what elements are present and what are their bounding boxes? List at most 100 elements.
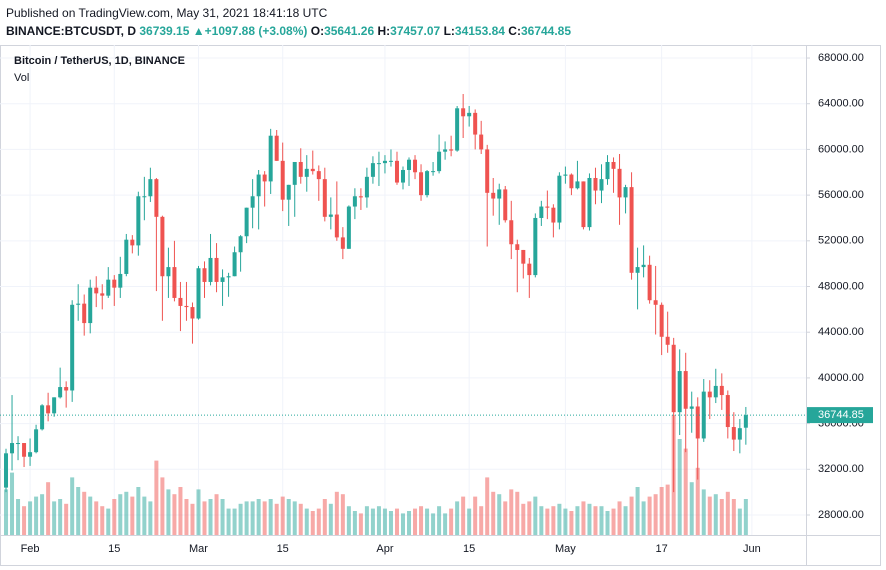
candle-body bbox=[124, 239, 129, 274]
y-tick-label: 64000.00 bbox=[818, 98, 864, 110]
candle-body bbox=[4, 453, 9, 488]
volume-bar bbox=[635, 487, 640, 535]
candle-body bbox=[743, 415, 748, 428]
candle-body bbox=[443, 149, 448, 152]
candle-body bbox=[352, 196, 357, 207]
y-tick-label: 32000.00 bbox=[818, 463, 864, 475]
volume-bar bbox=[545, 508, 550, 535]
candle-body bbox=[136, 196, 141, 246]
x-tick-label: Mar bbox=[189, 543, 208, 555]
candle-body bbox=[214, 257, 219, 282]
volume-bar bbox=[340, 494, 345, 535]
volume-bar bbox=[88, 496, 93, 535]
candle-body bbox=[46, 405, 51, 414]
change: +1097.88 (+3.08%) bbox=[204, 24, 308, 38]
y-tick-label: 40000.00 bbox=[818, 372, 864, 384]
volume-bar bbox=[22, 506, 27, 535]
volume-bar bbox=[677, 439, 682, 535]
candle-body bbox=[118, 273, 123, 288]
candle-body bbox=[28, 452, 33, 457]
candle-body bbox=[184, 305, 189, 308]
volume-bar bbox=[268, 499, 273, 535]
o: 35641.26 bbox=[324, 24, 375, 38]
candle-body bbox=[521, 249, 526, 264]
candle-body bbox=[70, 304, 75, 391]
volume-bar bbox=[310, 511, 315, 535]
volume-bar bbox=[70, 477, 75, 535]
volume-bar bbox=[737, 508, 742, 535]
volume-bar bbox=[641, 501, 646, 535]
x-tick-label: 15 bbox=[463, 543, 475, 555]
volume-bar bbox=[46, 482, 51, 535]
candle-body bbox=[671, 344, 676, 413]
x-tick-label: 17 bbox=[656, 543, 668, 555]
candle-body bbox=[401, 169, 405, 183]
volume-bar bbox=[599, 506, 604, 535]
y-tick-label: 44000.00 bbox=[818, 326, 864, 338]
volume-bar bbox=[136, 487, 141, 535]
volume-bar bbox=[719, 499, 724, 535]
candle-body bbox=[647, 264, 652, 301]
volume-bar bbox=[647, 496, 652, 535]
volume-bar bbox=[376, 506, 381, 535]
x-tick-label: Jun bbox=[743, 543, 761, 555]
candle-body bbox=[196, 268, 201, 319]
volume-bar bbox=[172, 494, 177, 535]
volume-bar bbox=[731, 499, 736, 535]
volume-bar bbox=[190, 503, 195, 535]
volume-bar bbox=[388, 511, 393, 535]
volume-bar bbox=[425, 508, 430, 535]
candle-body bbox=[425, 171, 430, 196]
volume-bar bbox=[629, 496, 634, 535]
arrow: ▲ bbox=[192, 24, 205, 38]
volume-bar bbox=[130, 496, 135, 535]
candle-body bbox=[623, 187, 628, 198]
candle-body bbox=[64, 387, 69, 391]
candle-body bbox=[340, 237, 345, 249]
volume-bar bbox=[76, 487, 81, 535]
volume-bar bbox=[352, 511, 357, 535]
volume-bar bbox=[244, 501, 249, 535]
candle-body bbox=[82, 303, 87, 324]
candle-body bbox=[226, 276, 231, 278]
candle-body bbox=[388, 160, 393, 162]
candle-body bbox=[298, 161, 303, 177]
volume-bar bbox=[689, 482, 694, 535]
volume-bar bbox=[617, 501, 622, 535]
candle-body bbox=[364, 176, 369, 198]
volume-bar bbox=[160, 477, 165, 535]
volume-bar bbox=[226, 508, 231, 535]
candle-body bbox=[244, 207, 249, 237]
volume-bar bbox=[142, 496, 147, 535]
candle-body bbox=[160, 216, 165, 277]
vol-label: Vol bbox=[14, 72, 29, 84]
last-price-box bbox=[807, 407, 873, 424]
y-tick-label: 28000.00 bbox=[818, 509, 864, 521]
volume-bar bbox=[707, 496, 712, 535]
candle-body bbox=[701, 391, 706, 439]
volume-bar bbox=[250, 501, 255, 535]
candle-body bbox=[10, 443, 15, 454]
candle-body bbox=[731, 427, 736, 440]
candle-body bbox=[178, 297, 183, 306]
volume-bar bbox=[503, 501, 508, 535]
volume-bar bbox=[713, 494, 718, 535]
candle-body bbox=[713, 385, 718, 398]
volume-bar bbox=[292, 501, 297, 535]
volume-bar bbox=[346, 506, 351, 535]
candle-body bbox=[328, 214, 333, 217]
candle-body bbox=[334, 214, 339, 238]
volume-bar bbox=[473, 496, 478, 535]
candle-body bbox=[575, 181, 580, 189]
volume-bar bbox=[106, 508, 111, 535]
candle-body bbox=[346, 206, 351, 249]
candle-body bbox=[280, 160, 285, 200]
candle-body bbox=[94, 287, 99, 294]
volume-bar bbox=[683, 448, 688, 535]
frame bbox=[0, 45, 881, 566]
volume-bar bbox=[208, 499, 213, 535]
candle-body bbox=[503, 189, 508, 221]
candle-body bbox=[437, 151, 442, 172]
candle-body bbox=[473, 112, 478, 135]
volume-bar bbox=[497, 494, 502, 535]
